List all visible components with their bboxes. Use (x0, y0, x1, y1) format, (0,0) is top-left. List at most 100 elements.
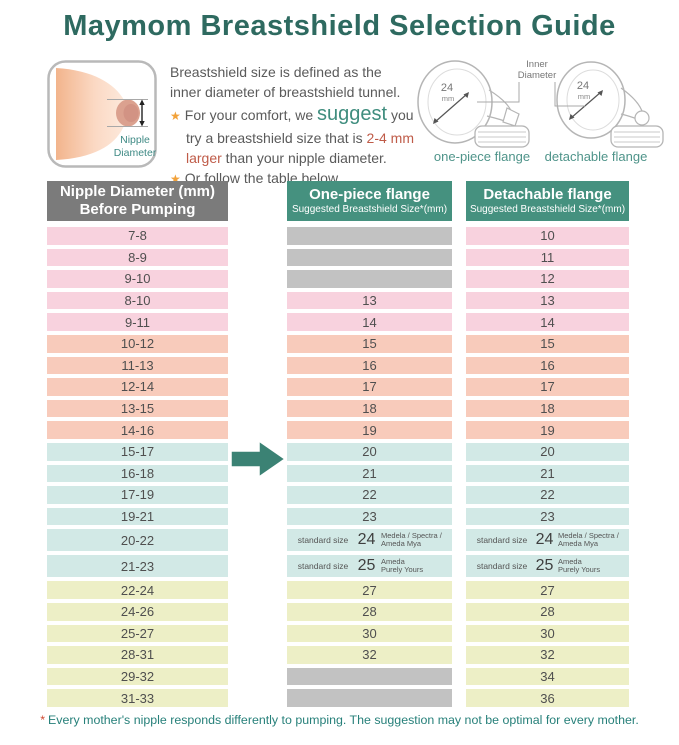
one-piece-flange-drawing: 24 mm (417, 60, 530, 148)
detachable-size-cell: 18 (466, 399, 629, 418)
nipple-range-cell: 20-22 (47, 529, 228, 552)
detachable-size-cell: 12 (466, 270, 629, 288)
one-piece-size-cell: 27 (287, 581, 452, 599)
left-flange-size-label: 24 (441, 82, 453, 94)
footnote: * Every mother's nipple responds differen… (0, 713, 679, 727)
size-value: 25 (535, 557, 554, 575)
brand-names: Ameda Purely Yours (557, 556, 601, 575)
brand-names: Medela / Spectra / Ameda Mya (557, 530, 619, 549)
one-piece-flange-column: One-piece flange Suggested Breastshield … (287, 181, 452, 711)
detachable-size-cell: 22 (466, 486, 629, 504)
detachable-flange-caption: detachable flange (544, 149, 648, 164)
nipple-range-cell: 13-15 (47, 399, 228, 418)
header-line2: Suggested Breastshield Size*(mm) (291, 204, 448, 215)
detachable-size-cell: 36 (466, 689, 629, 707)
one-piece-size-cell: 17 (287, 378, 452, 396)
standard-size-label: standard size (297, 535, 349, 546)
standard-size-label: standard size (476, 535, 528, 546)
detachable-size-cell: 28 (466, 602, 629, 621)
intro-bullet1-line2: try a breastshield size that is 2-4 mm (186, 128, 438, 148)
nipple-range-cell: 24-26 (47, 602, 228, 621)
empty-cell (287, 270, 452, 288)
one-piece-size-cell: 23 (287, 507, 452, 526)
header-line1: Detachable flange (483, 186, 612, 203)
footnote-asterisk: * (40, 713, 46, 727)
detachable-size-cell: 16 (466, 356, 629, 375)
suggest-emphasis: suggest (317, 103, 388, 125)
nipple-range-cell: 21-23 (47, 555, 228, 578)
nipple-range-cell: 12-14 (47, 378, 228, 396)
nipple-diameter-label-line2: Diameter (114, 147, 157, 159)
one-piece-size-cell: 28 (287, 602, 452, 621)
nipple-diameter-column: Nipple Diameter (mm) Before Pumping 7-8 8… (47, 181, 228, 711)
detachable-flange-column: Detachable flange Suggested Breastshield… (466, 181, 629, 711)
nipple-diameter-label-line1: Nipple (120, 134, 150, 146)
one-piece-size-cell: 30 (287, 624, 452, 643)
detachable-size-cell: 15 (466, 334, 629, 353)
intro-bullet1: ★ For your comfort, we suggest you (170, 102, 438, 128)
larger-highlight: larger (186, 150, 222, 166)
detachable-size-cell: 11 (466, 248, 629, 267)
one-piece-size-cell: standard size 25 Ameda Purely Yours (287, 555, 452, 578)
intro-line1: Breastshield size is defined as the (170, 64, 382, 80)
one-piece-size-cell: 13 (287, 291, 452, 310)
detachable-size-cell: 20 (466, 442, 629, 461)
star-bullet-icon: ★ (170, 109, 181, 123)
nipple-range-cell: 8-9 (47, 248, 228, 267)
header-line1: Nipple Diameter (mm) (59, 183, 216, 200)
one-piece-size-cell: 22 (287, 486, 452, 504)
size-range-highlight: 2-4 mm (366, 130, 414, 146)
one-piece-size-cell: standard size 24 Medela / Spectra / Ameda M… (287, 529, 452, 552)
empty-cell (287, 667, 452, 686)
header-line1: One-piece flange (309, 186, 430, 203)
nipple-range-cell: 11-13 (47, 356, 228, 375)
nipple-range-cell: 15-17 (47, 442, 228, 461)
nipple-range-cell: 9-10 (47, 270, 228, 288)
empty-cell (287, 689, 452, 707)
detachable-size-cell: 27 (466, 581, 629, 599)
empty-cell (287, 248, 452, 267)
nipple-range-cell: 9-11 (47, 313, 228, 331)
left-flange-unit-label: mm (442, 94, 455, 103)
one-piece-size-cell: 16 (287, 356, 452, 375)
inner-diameter-callout: Inner Diameter (477, 59, 585, 107)
detachable-size-cell: 34 (466, 667, 629, 686)
one-piece-size-cell: 21 (287, 464, 452, 483)
brand-names: Ameda Purely Yours (380, 556, 424, 575)
nipple-diameter-header: Nipple Diameter (mm) Before Pumping (47, 181, 228, 221)
standard-size-label: standard size (297, 561, 349, 572)
one-piece-flange-header: One-piece flange Suggested Breastshield … (287, 181, 452, 221)
bullet1-pre: For your comfort, we (184, 107, 318, 123)
detachable-size-cell: 17 (466, 378, 629, 396)
detachable-size-cell: 23 (466, 507, 629, 526)
detachable-size-cell: 10 (466, 227, 629, 245)
nipple-range-cell: 7-8 (47, 227, 228, 245)
header-line2: Before Pumping (79, 201, 196, 218)
nipple-range-cell: 22-24 (47, 581, 228, 599)
flange-illustrations: 24 mm 24 mm I (417, 59, 664, 148)
one-piece-size-cell: 18 (287, 399, 452, 418)
star-bullet-icon: ★ (170, 172, 181, 186)
bullet1-line3-post: than your nipple diameter. (221, 150, 387, 166)
nipple-diameter-illustration: Nipple Diameter (47, 60, 157, 168)
right-flange-unit-label: mm (578, 92, 591, 101)
page-title: Maymom Breastshield Selection Guide (63, 10, 616, 42)
nipple-range-cell: 19-21 (47, 507, 228, 526)
inner-diameter-label-line2: Diameter (518, 70, 557, 81)
one-piece-size-cell: 14 (287, 313, 452, 331)
detachable-size-cell: standard size 25 Ameda Purely Yours (466, 555, 629, 578)
bullet1-line2-pre: try a breastshield size that is (186, 130, 367, 146)
one-piece-size-cell: 19 (287, 421, 452, 439)
nipple-range-cell: 14-16 (47, 421, 228, 439)
detachable-size-cell: standard size 24 Medela / Spectra / Ameda M… (466, 529, 629, 552)
one-piece-flange-caption: one-piece flange (433, 149, 531, 164)
one-piece-size-cell: 32 (287, 646, 452, 664)
nipple-range-cell: 31-33 (47, 689, 228, 707)
standard-size-label: standard size (476, 561, 528, 572)
size-value: 24 (357, 531, 376, 549)
detachable-size-cell: 14 (466, 313, 629, 331)
header-line2: Suggested Breastshield Size*(mm) (469, 204, 626, 215)
intro-bullet1-line3: larger than your nipple diameter. (186, 148, 438, 168)
inner-diameter-label-line1: Inner (526, 59, 548, 70)
